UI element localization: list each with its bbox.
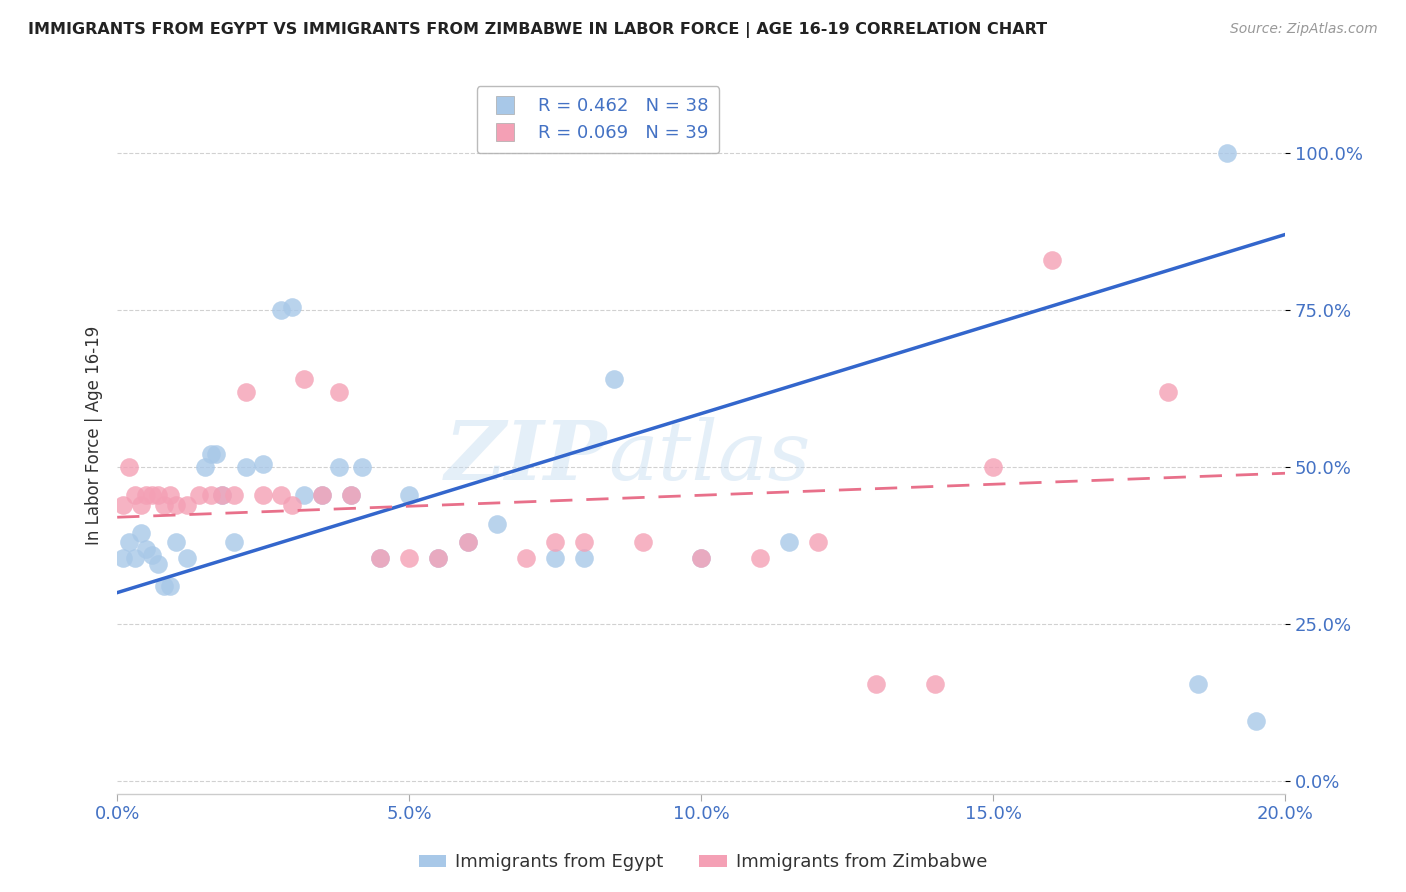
Point xyxy=(281,498,304,512)
Point xyxy=(1187,677,1209,691)
Point xyxy=(339,488,361,502)
Point xyxy=(222,535,245,549)
Point xyxy=(924,677,946,691)
Point xyxy=(690,551,713,566)
Text: Source: ZipAtlas.com: Source: ZipAtlas.com xyxy=(1230,22,1378,37)
Point xyxy=(515,551,537,566)
Point xyxy=(748,551,770,566)
Point xyxy=(981,460,1004,475)
Point xyxy=(211,488,233,502)
Legend: Immigrants from Egypt, Immigrants from Zimbabwe: Immigrants from Egypt, Immigrants from Z… xyxy=(412,847,994,879)
Point xyxy=(159,488,181,502)
Point xyxy=(252,488,274,502)
Point xyxy=(485,516,508,531)
Point xyxy=(118,460,141,475)
Point xyxy=(602,372,624,386)
Point xyxy=(631,535,654,549)
Point xyxy=(135,488,157,502)
Point xyxy=(1157,384,1180,399)
Point xyxy=(222,488,245,502)
Point xyxy=(235,460,257,475)
Point xyxy=(146,488,169,502)
Point xyxy=(778,535,800,549)
Point xyxy=(311,488,333,502)
Point xyxy=(368,551,391,566)
Point xyxy=(187,488,209,502)
Point xyxy=(574,551,596,566)
Point xyxy=(457,535,479,549)
Point xyxy=(129,498,152,512)
Point xyxy=(328,460,350,475)
Point xyxy=(398,488,420,502)
Text: atlas: atlas xyxy=(607,417,810,497)
Point xyxy=(457,535,479,549)
Point xyxy=(165,535,187,549)
Point xyxy=(129,525,152,540)
Point xyxy=(328,384,350,399)
Point xyxy=(146,558,169,572)
Point xyxy=(427,551,450,566)
Point xyxy=(235,384,257,399)
Point xyxy=(176,498,198,512)
Point xyxy=(292,372,315,386)
Point xyxy=(544,551,567,566)
Point xyxy=(1040,252,1063,267)
Point xyxy=(141,488,163,502)
Point xyxy=(427,551,450,566)
Point xyxy=(292,488,315,502)
Point xyxy=(112,498,135,512)
Point xyxy=(165,498,187,512)
Point xyxy=(135,541,157,556)
Point xyxy=(124,551,146,566)
Point xyxy=(865,677,887,691)
Point xyxy=(112,551,135,566)
Point xyxy=(1216,145,1239,160)
Point xyxy=(200,447,222,461)
Point xyxy=(574,535,596,549)
Point xyxy=(118,535,141,549)
Point xyxy=(281,300,304,314)
Point xyxy=(200,488,222,502)
Point xyxy=(544,535,567,549)
Point xyxy=(141,548,163,562)
Point xyxy=(1244,714,1267,729)
Point xyxy=(807,535,830,549)
Point xyxy=(368,551,391,566)
Point xyxy=(153,498,176,512)
Point xyxy=(153,579,176,593)
Point xyxy=(211,488,233,502)
Point xyxy=(124,488,146,502)
Point xyxy=(176,551,198,566)
Y-axis label: In Labor Force | Age 16-19: In Labor Force | Age 16-19 xyxy=(86,326,103,545)
Point xyxy=(194,460,217,475)
Point xyxy=(159,579,181,593)
Point xyxy=(270,302,292,317)
Point xyxy=(398,551,420,566)
Point xyxy=(270,488,292,502)
Point xyxy=(311,488,333,502)
Point xyxy=(690,551,713,566)
Point xyxy=(205,447,228,461)
Legend: R = 0.462   N = 38, R = 0.069   N = 39: R = 0.462 N = 38, R = 0.069 N = 39 xyxy=(477,87,720,153)
Point xyxy=(339,488,361,502)
Text: IMMIGRANTS FROM EGYPT VS IMMIGRANTS FROM ZIMBABWE IN LABOR FORCE | AGE 16-19 COR: IMMIGRANTS FROM EGYPT VS IMMIGRANTS FROM… xyxy=(28,22,1047,38)
Point xyxy=(352,460,374,475)
Text: ZIP: ZIP xyxy=(446,417,607,497)
Point xyxy=(252,457,274,471)
